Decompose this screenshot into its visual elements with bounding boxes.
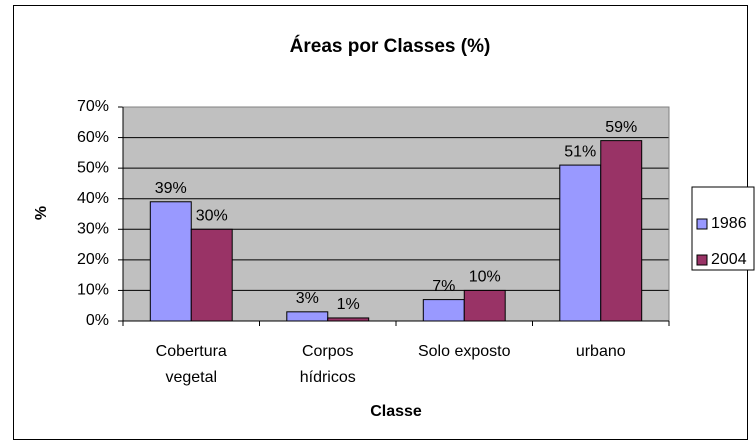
y-tick-label: 60%	[77, 129, 109, 146]
x-tick-label: urbano	[576, 343, 626, 360]
y-tick-label: 50%	[77, 159, 109, 176]
y-tick-label: 30%	[77, 221, 109, 238]
data-label: 59%	[605, 119, 637, 136]
y-axis-label: %	[33, 206, 50, 220]
y-tick-label: 70%	[77, 98, 109, 115]
y-tick-label: 10%	[77, 282, 109, 299]
data-label: 51%	[564, 143, 596, 160]
data-label: 1%	[337, 296, 360, 313]
data-label: 39%	[155, 180, 187, 197]
x-tick-label: Solo exposto	[418, 343, 511, 360]
y-tick-label: 40%	[77, 190, 109, 207]
x-tick-label: Cobertura vegetal	[156, 343, 227, 386]
y-tick-label: 0%	[86, 312, 109, 329]
legend-swatch	[696, 218, 708, 230]
data-label: 30%	[196, 208, 228, 225]
bar	[190, 228, 233, 322]
legend-swatch	[696, 254, 708, 266]
y-tick-label: 20%	[77, 251, 109, 268]
bar	[559, 164, 602, 322]
chart-title: Áreas por Classes (%)	[290, 35, 491, 57]
x-axis-label: Classe	[370, 403, 422, 420]
legend-label: 2004	[711, 251, 747, 268]
bar	[422, 299, 465, 322]
data-label: 3%	[296, 290, 319, 307]
bar	[286, 311, 329, 322]
bar	[463, 289, 506, 322]
legend-label: 1986	[711, 215, 747, 232]
bar	[600, 140, 643, 322]
x-tick-label: Corpos hídricos	[300, 343, 356, 386]
bar	[149, 201, 192, 322]
data-label: 7%	[432, 278, 455, 295]
data-label: 10%	[469, 269, 501, 286]
